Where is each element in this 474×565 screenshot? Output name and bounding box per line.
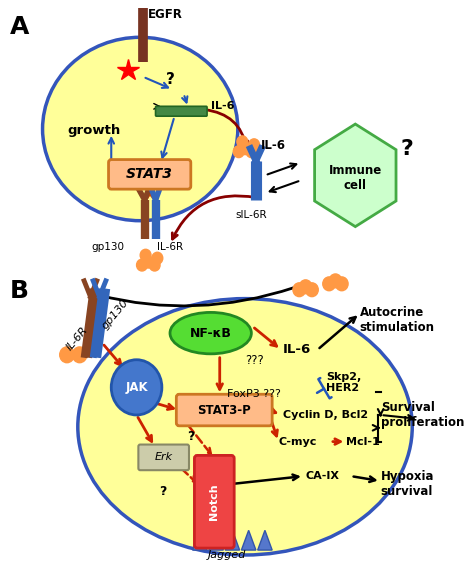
Polygon shape — [225, 531, 240, 550]
Text: Autocrine
stimulation: Autocrine stimulation — [360, 306, 435, 333]
Circle shape — [152, 252, 163, 264]
Text: ?: ? — [165, 72, 174, 86]
Text: ?: ? — [187, 430, 194, 443]
Text: STAT3: STAT3 — [126, 167, 173, 181]
Text: Skp2,
HER2: Skp2, HER2 — [327, 372, 362, 393]
Circle shape — [237, 136, 248, 147]
Text: Erk: Erk — [155, 453, 173, 462]
Polygon shape — [315, 124, 396, 227]
Circle shape — [336, 277, 348, 291]
Polygon shape — [241, 531, 256, 550]
Text: Immune
cell: Immune cell — [328, 164, 382, 192]
Ellipse shape — [78, 299, 412, 555]
Circle shape — [140, 249, 151, 261]
Text: Cyclin D, Bcl2: Cyclin D, Bcl2 — [283, 410, 368, 420]
Text: Mcl-1: Mcl-1 — [346, 437, 380, 446]
Text: Survival
proliferation: Survival proliferation — [381, 401, 464, 429]
Circle shape — [329, 274, 342, 288]
Polygon shape — [192, 531, 207, 550]
Text: B: B — [10, 279, 29, 303]
Ellipse shape — [43, 37, 238, 221]
Text: CA-IX: CA-IX — [306, 471, 339, 481]
Circle shape — [306, 283, 318, 297]
Circle shape — [60, 347, 74, 363]
FancyBboxPatch shape — [138, 445, 189, 470]
FancyBboxPatch shape — [194, 455, 234, 548]
Circle shape — [240, 143, 250, 155]
Text: C-myc: C-myc — [279, 437, 317, 446]
Text: gp130: gp130 — [100, 298, 131, 331]
Circle shape — [233, 146, 244, 158]
Circle shape — [299, 280, 312, 294]
Polygon shape — [258, 531, 272, 550]
Circle shape — [73, 347, 87, 363]
Text: EGFR: EGFR — [147, 8, 182, 21]
Text: Notch: Notch — [210, 484, 219, 520]
Text: Hypoxia
survival: Hypoxia survival — [381, 470, 434, 498]
Circle shape — [293, 283, 306, 297]
Text: Jagged: Jagged — [208, 550, 246, 560]
Text: FoxP3 ???: FoxP3 ??? — [227, 389, 281, 399]
Text: ?: ? — [159, 485, 166, 498]
Text: sIL-6R: sIL-6R — [236, 210, 267, 220]
Circle shape — [143, 256, 154, 268]
Circle shape — [323, 277, 336, 291]
Text: ???: ??? — [245, 354, 264, 367]
Text: growth: growth — [68, 124, 121, 137]
FancyBboxPatch shape — [155, 106, 207, 116]
Text: IL-6R: IL-6R — [157, 242, 183, 253]
Text: A: A — [10, 15, 29, 38]
FancyBboxPatch shape — [176, 394, 272, 426]
Text: IL-6R: IL-6R — [64, 324, 90, 352]
Text: IL-6: IL-6 — [210, 101, 234, 111]
Text: STAT3-P: STAT3-P — [197, 403, 251, 416]
Text: IL-6: IL-6 — [283, 344, 311, 357]
FancyBboxPatch shape — [109, 159, 191, 189]
Text: NF-κB: NF-κB — [190, 327, 232, 340]
Text: ?: ? — [401, 139, 413, 159]
Polygon shape — [209, 531, 223, 550]
Circle shape — [149, 259, 160, 271]
Text: IL-6: IL-6 — [260, 139, 285, 152]
Text: JAK: JAK — [125, 381, 148, 394]
Text: gp130: gp130 — [92, 242, 125, 253]
Circle shape — [111, 360, 162, 415]
Circle shape — [249, 139, 259, 151]
Circle shape — [137, 259, 147, 271]
Circle shape — [246, 146, 257, 158]
Ellipse shape — [170, 312, 251, 354]
